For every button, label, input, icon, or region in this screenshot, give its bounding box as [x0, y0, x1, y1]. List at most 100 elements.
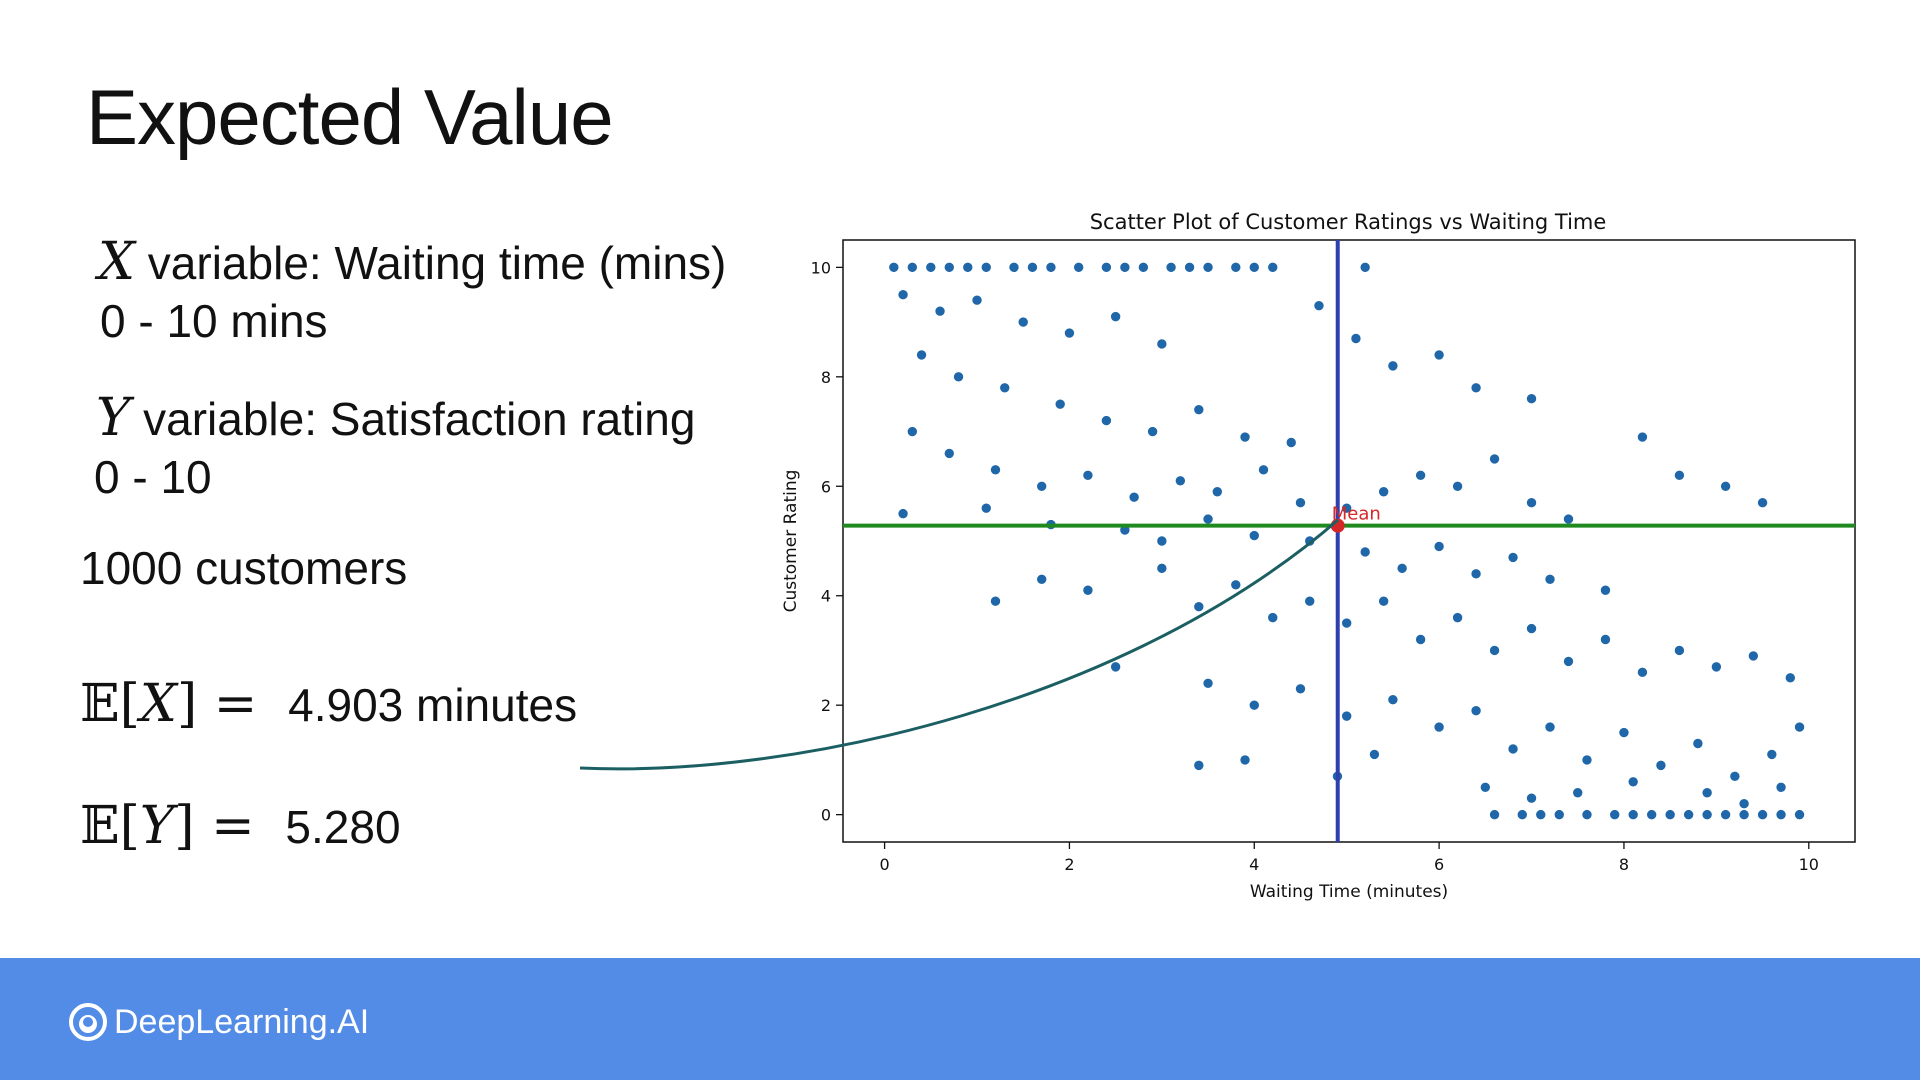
scatter-point — [915, 349, 928, 361]
scatter-point — [1248, 261, 1260, 274]
expected-x: 𝔼[X] = 4.903 minutes — [80, 678, 577, 730]
scatter-point — [1054, 398, 1066, 410]
scatter-point — [1156, 338, 1168, 350]
scatter-point — [1156, 535, 1168, 547]
scatter-point — [1285, 436, 1297, 449]
scatter-point — [1451, 480, 1464, 492]
scatter-point — [1017, 316, 1029, 328]
x-tick-label: 8 — [1619, 855, 1629, 874]
scatter-point — [1340, 710, 1353, 722]
scatter-point — [1719, 808, 1732, 821]
scatter-point — [1701, 808, 1713, 821]
x-symbol: X — [98, 232, 136, 292]
scatter-point — [1775, 781, 1787, 793]
scatter-point — [1433, 349, 1445, 361]
scatter-point — [1202, 261, 1214, 274]
scatter-point — [1572, 787, 1584, 799]
scatter-point — [1257, 464, 1270, 476]
scatter-point — [1793, 721, 1806, 733]
scatter-point — [1082, 584, 1094, 596]
scatter-point — [1359, 546, 1371, 558]
scatter-point — [1267, 611, 1279, 624]
scatter-point — [980, 261, 992, 274]
scatter-point — [1165, 261, 1177, 274]
scatter-point — [1609, 808, 1621, 821]
scatter-point — [1756, 808, 1769, 821]
mean-label: Mean — [1332, 504, 1381, 525]
brand-name: DeepLearning.AI — [114, 1002, 370, 1041]
scatter-point — [1618, 726, 1630, 739]
scatter-point — [934, 305, 946, 317]
scatter-point — [1072, 261, 1085, 274]
scatter-point — [943, 447, 955, 460]
scatter-point — [1488, 453, 1501, 465]
scatter-point — [897, 289, 909, 301]
scatter-point — [1128, 491, 1140, 503]
scatter-point — [1082, 469, 1094, 482]
deeplearning-logo-icon — [69, 1003, 107, 1041]
ey-value: 5.280 — [285, 801, 401, 853]
scatter-point — [1488, 808, 1501, 821]
scatter-point — [962, 261, 974, 274]
ey-suffix: ] = — [174, 796, 255, 856]
scatter-point — [1433, 540, 1445, 553]
scatter-point — [1109, 310, 1122, 323]
scatter-point — [1174, 475, 1187, 487]
y-axis-label: Customer Rating — [781, 470, 801, 613]
scatter-point — [980, 502, 992, 514]
scatter-point — [1729, 770, 1741, 783]
scatter-point — [1544, 721, 1556, 733]
scatter-point — [1793, 808, 1806, 821]
scatter-point — [1248, 529, 1260, 542]
scatter-point — [1248, 699, 1260, 711]
scatter-point — [1350, 332, 1362, 345]
scatter-point — [1008, 261, 1020, 274]
scatter-point — [1239, 754, 1251, 766]
scatter-point — [1627, 776, 1639, 788]
scatter-point — [1414, 633, 1427, 646]
scatter-point — [1525, 393, 1538, 405]
scatter-point — [952, 371, 965, 383]
expected-y: 𝔼[Y] = 5.280 — [80, 800, 401, 852]
footer-bar — [0, 958, 1920, 1080]
y-tick-label: 10 — [811, 258, 831, 277]
scatter-point — [1701, 787, 1713, 799]
scatter-point — [1239, 431, 1251, 443]
x-tick-label: 6 — [1434, 855, 1444, 874]
scatter-point — [1470, 568, 1482, 580]
ex-value: 4.903 minutes — [288, 679, 578, 731]
scatter-point — [1359, 261, 1371, 274]
scatter-point — [1747, 650, 1760, 662]
scatter-point — [906, 261, 919, 274]
y-tick-label: 2 — [821, 696, 831, 715]
scatter-point — [1313, 299, 1325, 312]
scatter-point — [1692, 737, 1704, 750]
scatter-point — [1766, 748, 1778, 761]
scatter-point — [1470, 382, 1482, 394]
x-variable-line: X variable: Waiting time (mins) — [98, 236, 726, 288]
slide-title: Expected Value — [86, 73, 614, 161]
scatter-point — [925, 261, 937, 274]
scatter-point — [1414, 469, 1427, 482]
scatter-point — [1036, 480, 1048, 492]
y-range: 0 - 10 — [94, 451, 212, 503]
brand: DeepLearning.AI — [68, 1000, 369, 1044]
scatter-point — [1738, 797, 1750, 810]
scatter-point — [1211, 486, 1224, 498]
scatter-point — [1627, 808, 1639, 821]
points-layer: Mean — [843, 240, 1855, 842]
scatter-point — [1655, 759, 1667, 772]
scatter-point — [1294, 496, 1307, 509]
ex-prefix: 𝔼[ — [80, 674, 140, 734]
plot-frame — [842, 239, 1856, 843]
scatter-point — [971, 294, 983, 306]
scatter-point — [1710, 661, 1723, 673]
scatter-point — [1488, 644, 1501, 657]
scatter-point — [1784, 672, 1797, 684]
scatter-point — [1775, 808, 1787, 821]
x-range: 0 - 10 mins — [100, 295, 328, 347]
scatter-point — [1026, 261, 1039, 274]
scatter-point — [897, 507, 909, 520]
y-symbol: Y — [96, 388, 131, 448]
y-variable-line: Y variable: Satisfaction rating — [96, 392, 695, 444]
